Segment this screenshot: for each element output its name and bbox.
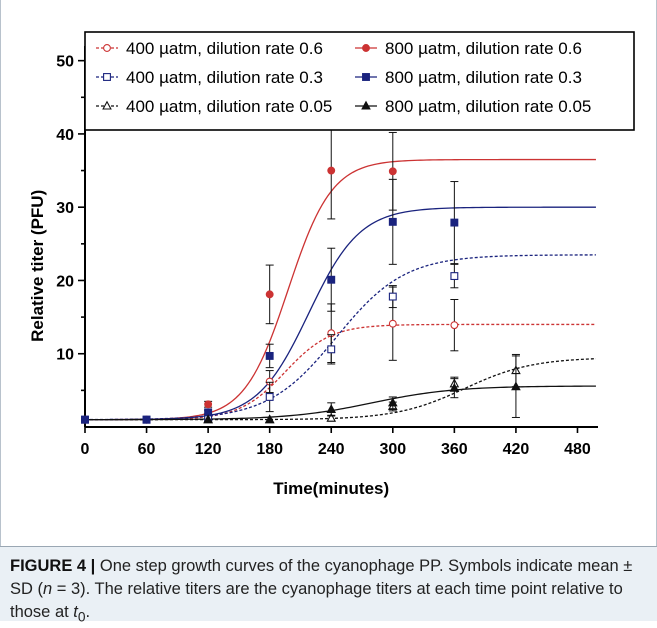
figure-caption: FIGURE 4 | One step growth curves of the…	[10, 555, 646, 628]
legend-label: 400 µatm, dilution rate 0.05	[126, 97, 332, 116]
data-point-circle	[265, 290, 274, 299]
x-axis-title: Time(minutes)	[273, 479, 389, 498]
data-point-triangle	[511, 381, 521, 391]
data-point-triangle	[264, 414, 275, 424]
legend-label: 800 µatm, dilution rate 0.3	[385, 68, 582, 87]
caption-text-2: = 3). The relative titers are the cyanop…	[10, 580, 623, 621]
x-tick-label: 120	[195, 441, 222, 458]
data-point-triangle	[326, 412, 337, 422]
data-point-square	[388, 217, 397, 226]
x-tick-label: 180	[256, 441, 283, 458]
data-point-circle	[204, 400, 213, 409]
data-point-triangle	[326, 404, 337, 413]
caption-text-3: .	[85, 603, 91, 621]
data-point-triangle	[387, 397, 398, 407]
caption-t-subscript: 0	[77, 609, 86, 625]
caption-n-symbol: n	[43, 580, 53, 598]
data-point-circle	[388, 319, 397, 328]
fit-curves	[84, 158, 596, 421]
caption-t-symbol: t	[73, 603, 78, 621]
data-point-circle	[450, 321, 459, 330]
data-point-circle	[103, 44, 111, 52]
y-tick-label: 20	[56, 273, 74, 290]
data-point-circle	[362, 44, 370, 52]
y-tick-label: 10	[56, 347, 74, 364]
data-point-circle	[388, 167, 397, 176]
legend: 400 µatm, dilution rate 0.6 800 µatm, dil…	[84, 31, 635, 131]
data-point-square	[265, 351, 274, 360]
legend-label: 400 µatm, dilution rate 0.3	[126, 68, 323, 87]
x-tick-label: 360	[441, 441, 468, 458]
data-point-circle	[327, 166, 336, 175]
fit-curve	[85, 158, 596, 421]
data-point-square	[265, 393, 274, 401]
y-tick-label: 30	[56, 200, 74, 217]
legend-label: 800 µatm, dilution rate 0.6	[385, 39, 582, 58]
axes: 0 60 120 180 240 300 360 420 480 10 20 30 40 50 Time(m…	[28, 46, 598, 498]
data-points	[81, 121, 521, 424]
data-point-triangle	[203, 414, 213, 424]
fit-curve	[84, 206, 596, 421]
y-axis-title: Relative titer (PFU)	[28, 190, 47, 342]
caption-text-1: One step growth curves of the cyanophage…	[10, 557, 633, 598]
x-tick-label: 480	[564, 441, 591, 458]
x-tick-label: 420	[503, 441, 530, 458]
data-point-square	[450, 218, 459, 227]
data-point-square	[327, 345, 336, 354]
x-tick-label: 0	[81, 441, 90, 458]
legend-label: 400 µatm, dilution rate 0.6	[126, 39, 323, 58]
data-point-triangle	[449, 382, 460, 392]
data-point-square	[388, 292, 397, 301]
x-tick-label: 300	[379, 441, 406, 458]
frame-left	[0, 0, 1, 546]
caption-box: FIGURE 4 | One step growth curves of the…	[0, 546, 657, 624]
data-point-square	[450, 272, 459, 281]
fit-curve	[84, 254, 596, 421]
y-tick-label: 40	[56, 127, 74, 144]
data-point-square	[81, 415, 89, 424]
data-point-triangle	[102, 100, 112, 110]
x-tick-label: 60	[138, 441, 156, 458]
data-point-square	[103, 73, 111, 81]
legend-label: 800 µatm, dilution rate 0.05	[385, 97, 591, 116]
data-point-square	[327, 275, 336, 284]
y-tick-label: 50	[56, 54, 74, 71]
figure-label: FIGURE 4 |	[10, 557, 96, 575]
fit-curve	[85, 385, 596, 421]
data-point-square	[362, 73, 370, 81]
x-tick-label: 240	[318, 441, 345, 458]
growth-curve-chart: 0 60 120 180 240 300 360 420 480 10 20 30 40 50 Time(m…	[28, 31, 635, 498]
data-point-triangle	[361, 100, 371, 110]
data-point-square	[142, 415, 151, 424]
